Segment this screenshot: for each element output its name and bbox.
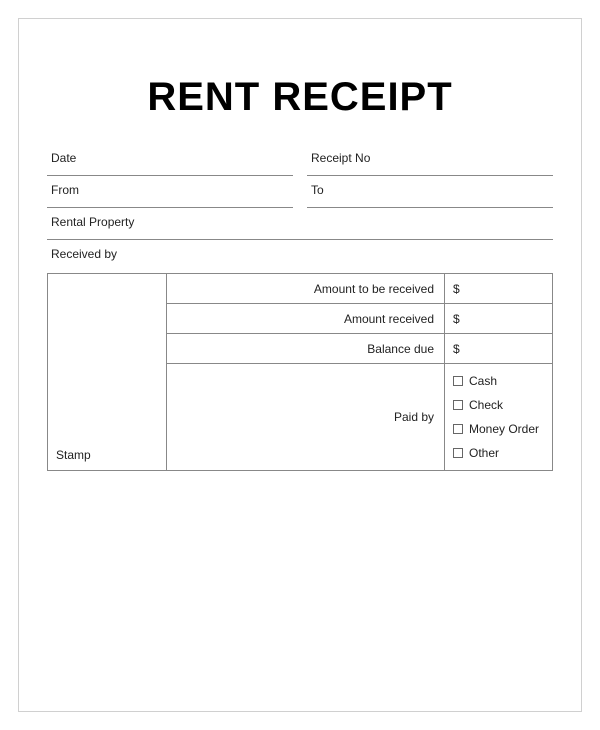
amount-to-be-received-row: Amount to be received $ bbox=[167, 273, 553, 303]
amount-rows: Amount to be received $ Amount received … bbox=[167, 273, 553, 471]
row-from-to: From To bbox=[47, 176, 553, 208]
receipt-frame: RENT RECEIPT Date Receipt No From To Ren… bbox=[18, 18, 582, 712]
amount-received-label: Amount received bbox=[167, 303, 445, 333]
rental-property-field[interactable]: Rental Property bbox=[47, 208, 553, 240]
amount-to-be-received-label: Amount to be received bbox=[167, 273, 445, 303]
amount-section: Stamp Amount to be received $ Amount rec… bbox=[47, 273, 553, 471]
date-field[interactable]: Date bbox=[47, 144, 293, 176]
amount-received-value[interactable]: $ bbox=[445, 303, 553, 333]
checkbox-icon bbox=[453, 424, 463, 434]
stamp-box: Stamp bbox=[47, 273, 167, 471]
paid-by-money-order-option[interactable]: Money Order bbox=[453, 422, 552, 436]
check-label: Check bbox=[469, 398, 503, 412]
row-rental-property: Rental Property bbox=[47, 208, 553, 240]
stamp-label: Stamp bbox=[56, 448, 91, 462]
checkbox-icon bbox=[453, 400, 463, 410]
paid-by-options: Cash Check Money Order Other bbox=[445, 363, 553, 471]
checkbox-icon bbox=[453, 376, 463, 386]
from-field[interactable]: From bbox=[47, 176, 293, 208]
other-label: Other bbox=[469, 446, 499, 460]
paid-by-cash-option[interactable]: Cash bbox=[453, 374, 552, 388]
to-field[interactable]: To bbox=[307, 176, 553, 208]
amount-received-row: Amount received $ bbox=[167, 303, 553, 333]
row-date-receiptno: Date Receipt No bbox=[47, 144, 553, 176]
balance-due-label: Balance due bbox=[167, 333, 445, 363]
checkbox-icon bbox=[453, 448, 463, 458]
money-order-label: Money Order bbox=[469, 422, 539, 436]
paid-by-row: Paid by Cash Check Money Order bbox=[167, 363, 553, 471]
received-by-label: Received by bbox=[47, 240, 553, 271]
receipt-no-field[interactable]: Receipt No bbox=[307, 144, 553, 176]
paid-by-label: Paid by bbox=[167, 363, 445, 471]
cash-label: Cash bbox=[469, 374, 497, 388]
balance-due-value[interactable]: $ bbox=[445, 333, 553, 363]
balance-due-row: Balance due $ bbox=[167, 333, 553, 363]
amount-to-be-received-value[interactable]: $ bbox=[445, 273, 553, 303]
paid-by-other-option[interactable]: Other bbox=[453, 446, 552, 460]
paid-by-check-option[interactable]: Check bbox=[453, 398, 552, 412]
receipt-title: RENT RECEIPT bbox=[47, 75, 553, 120]
